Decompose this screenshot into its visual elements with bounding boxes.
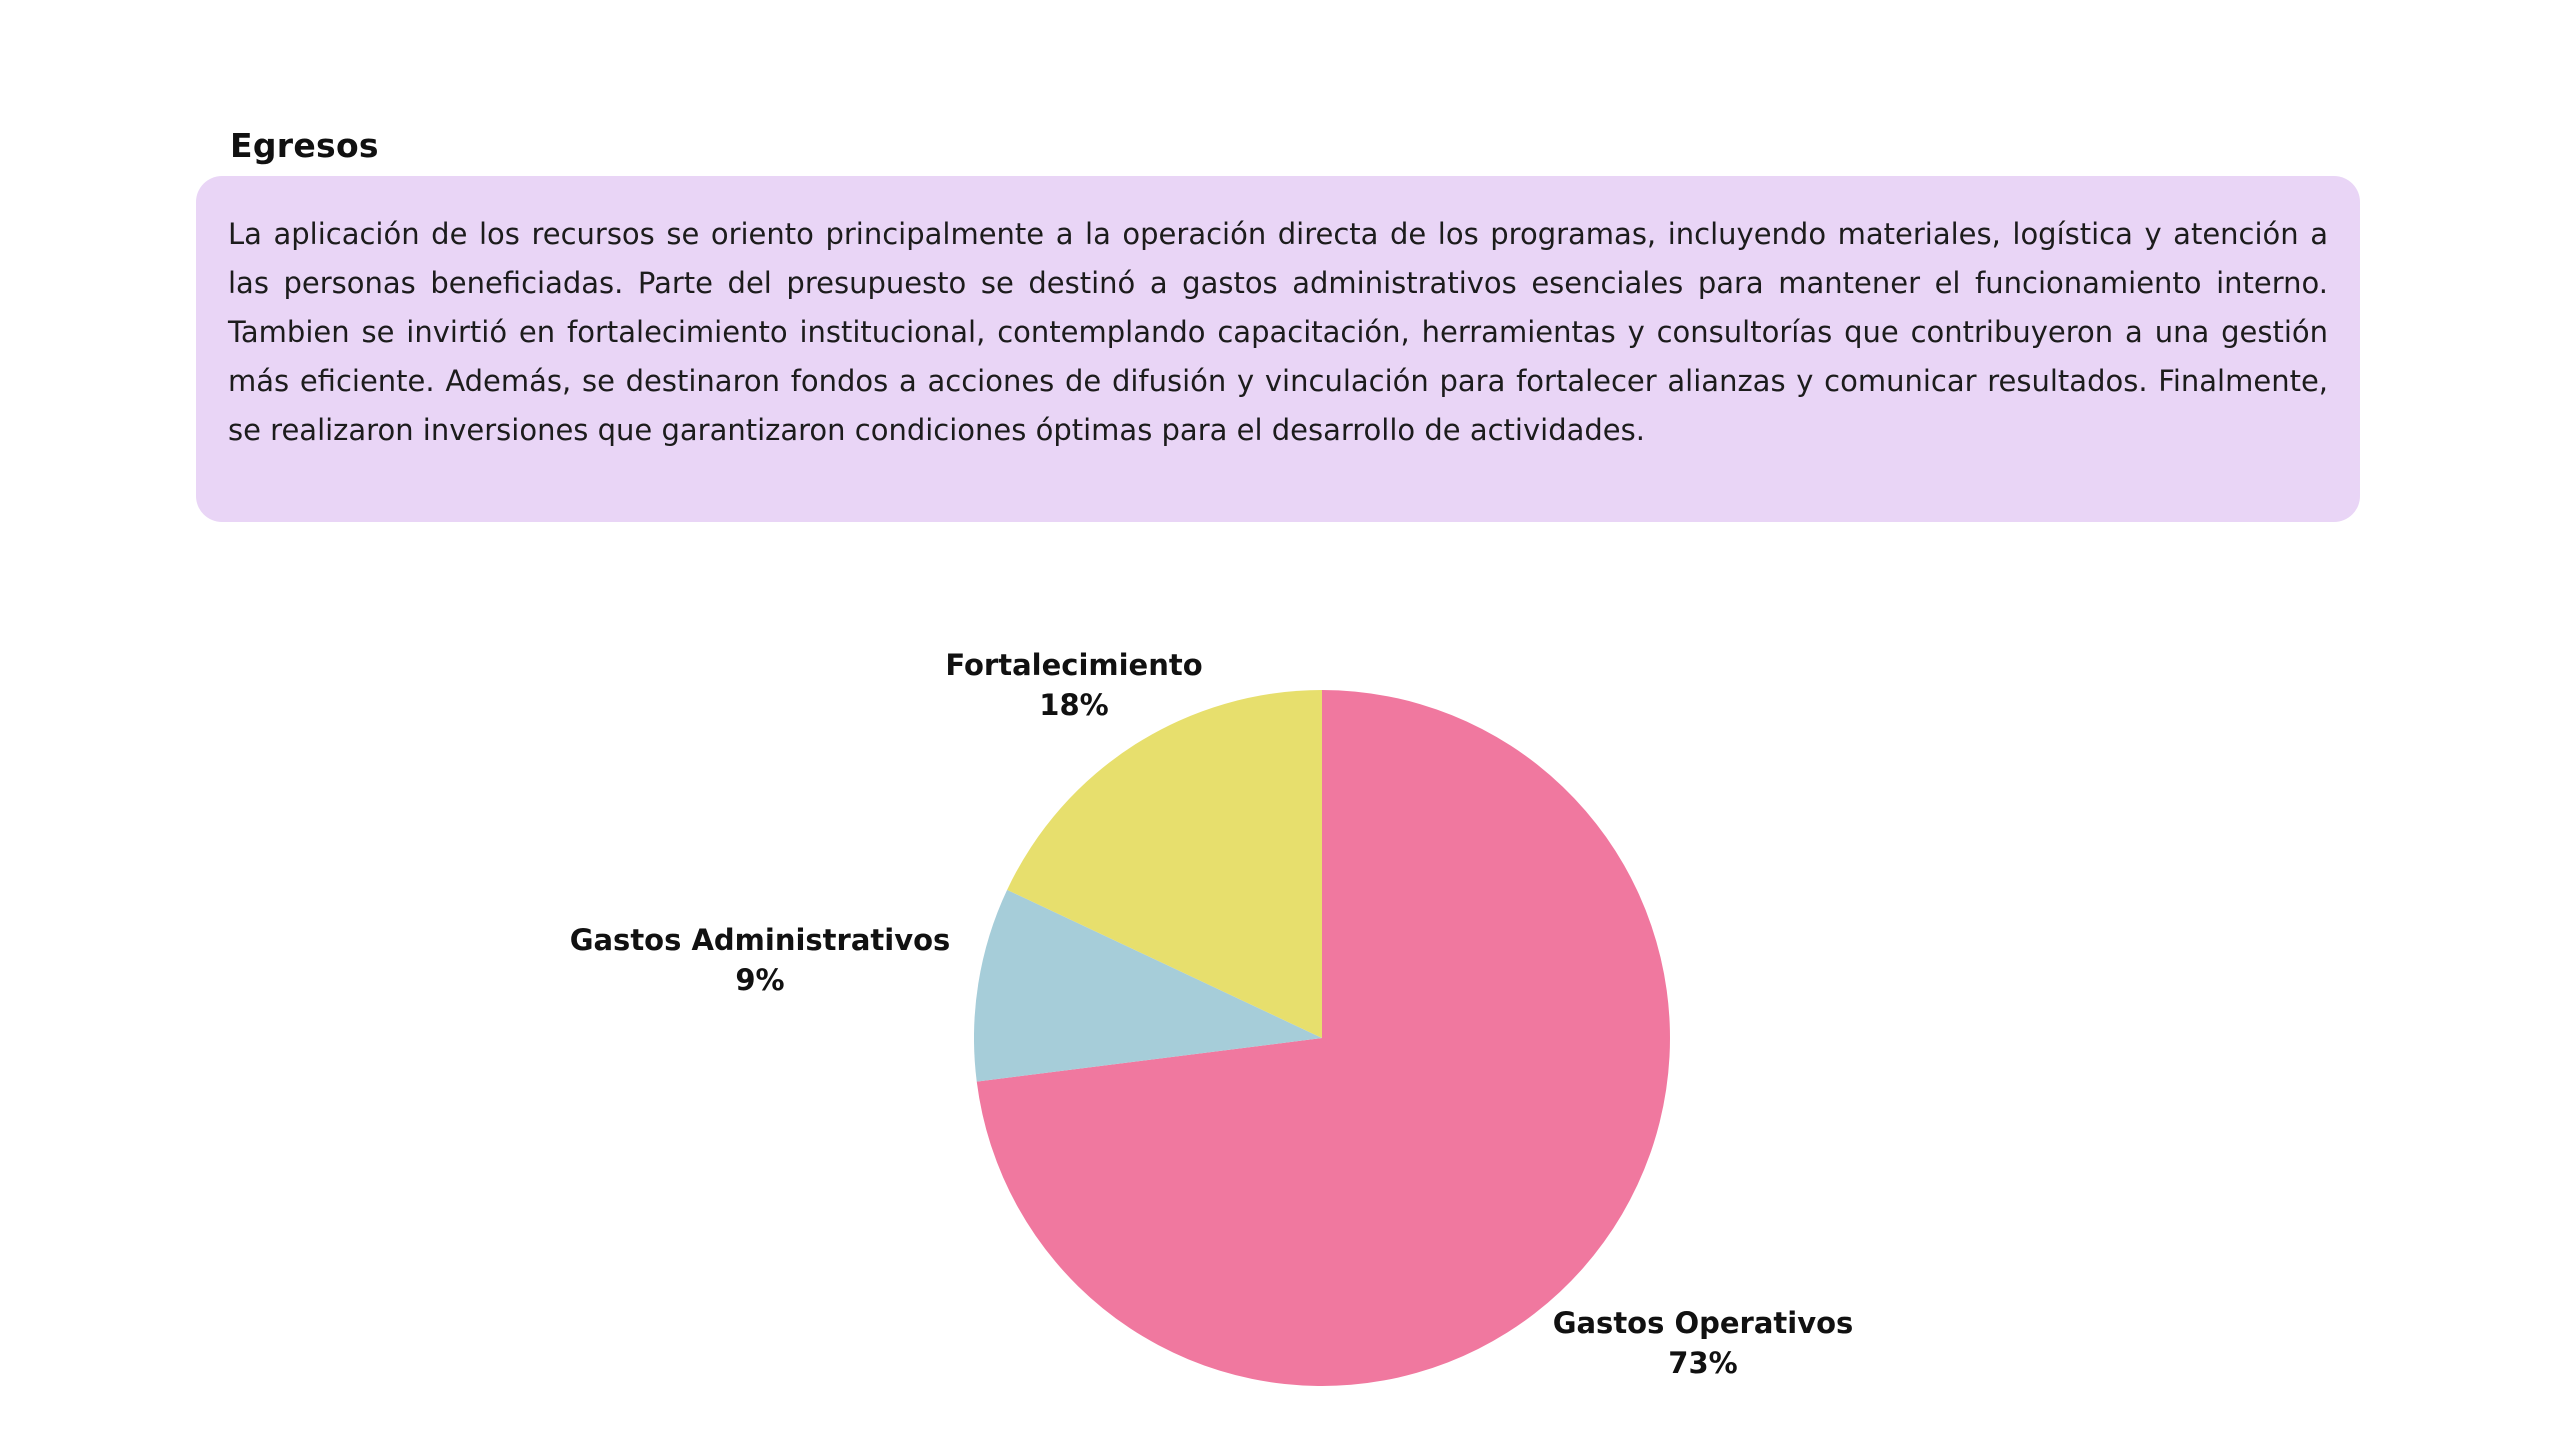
pie-label-text: Fortalecimiento	[945, 648, 1203, 682]
description-text: La aplicación de los recursos se oriento…	[228, 217, 2328, 447]
pie-slice-gastos-operativos	[976, 690, 1670, 1386]
pie-label-fortalecimiento: Fortalecimiento 18%	[945, 645, 1202, 725]
pie-chart	[973, 690, 1670, 1386]
description-panel: La aplicación de los recursos se oriento…	[196, 176, 2360, 522]
pie-label-pct: 9%	[735, 963, 785, 997]
pie-label-pct: 18%	[1039, 688, 1109, 722]
pie-label-text: Gastos Operativos	[1552, 1306, 1854, 1340]
pie-slice-fortalecimiento	[1007, 690, 1322, 1038]
pie-label-text: Gastos Administrativos	[569, 923, 951, 957]
pie-label-gastos-administrativos: Gastos Administrativos 9%	[570, 920, 951, 1000]
pie-chart-area	[973, 690, 1670, 1386]
page-title: Egresos	[230, 126, 379, 165]
pie-slice-gastos-administrativos	[973, 889, 1322, 1082]
pie-label-pct: 73%	[1668, 1346, 1738, 1380]
pie-label-gastos-operativos: Gastos Operativos 73%	[1553, 1303, 1854, 1383]
